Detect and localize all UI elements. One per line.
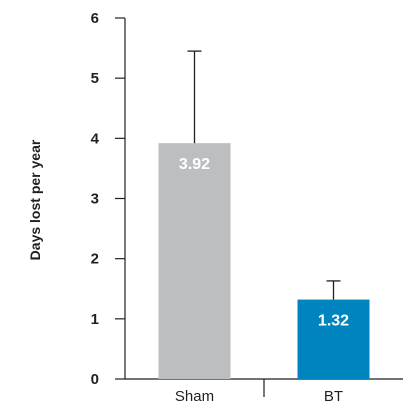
y-tick-label: 5 bbox=[91, 70, 99, 87]
x-tick-label-bt: BT bbox=[324, 388, 343, 405]
y-tick-label: 1 bbox=[91, 311, 99, 328]
y-tick-label: 3 bbox=[91, 191, 99, 208]
bar-bt bbox=[297, 299, 370, 379]
y-tick-label: 4 bbox=[91, 130, 100, 147]
bar-sham bbox=[158, 143, 231, 379]
bars bbox=[158, 143, 370, 379]
y-tick-label: 2 bbox=[91, 251, 99, 268]
error-bars bbox=[187, 50, 341, 300]
y-axis-title: Days lost per year bbox=[27, 139, 43, 260]
y-axis: 0 1 2 3 4 5 6 bbox=[91, 10, 126, 388]
data-label-sham: 3.92 bbox=[179, 156, 210, 173]
x-axis: Sham BT bbox=[125, 378, 403, 405]
y-tick-label: 0 bbox=[91, 371, 99, 388]
x-tick-label-sham: Sham bbox=[175, 388, 214, 405]
data-label-bt: 1.32 bbox=[318, 313, 349, 330]
y-tick-label: 6 bbox=[91, 10, 99, 27]
data-labels: 3.92 1.32 bbox=[179, 156, 349, 329]
